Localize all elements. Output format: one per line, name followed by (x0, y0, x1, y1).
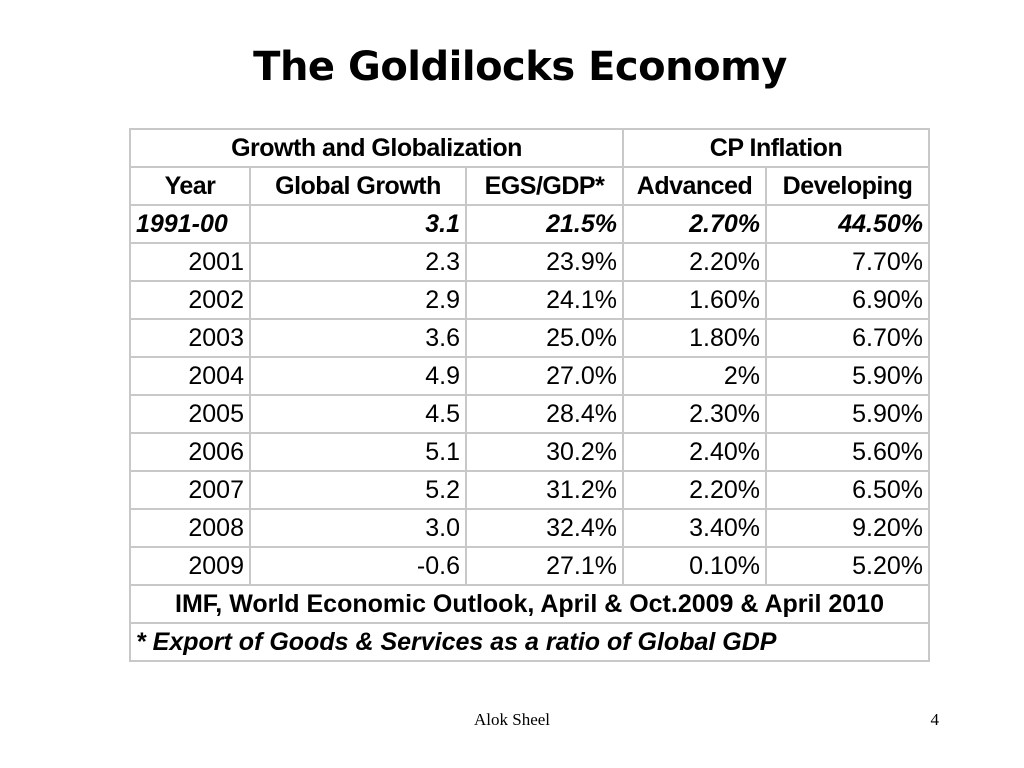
cell-advanced-inflation: 2.70% (622, 204, 768, 244)
cell-egs-gdp: 25.0% (464, 318, 625, 358)
cell-egs-gdp: 27.1% (464, 546, 625, 586)
period-average-row: 1991-00 3.1 21.5% 2.70% 44.50% (129, 204, 931, 244)
cell-global-growth: 4.5 (249, 394, 467, 434)
table-row: 2004 4.9 27.0% 2% 5.90% (129, 356, 931, 396)
cell-egs-gdp: 31.2% (464, 470, 625, 510)
cell-year: 1991-00 (129, 204, 251, 244)
table-row: 2006 5.1 30.2% 2.40% 5.60% (129, 432, 931, 472)
page-number: 4 (930, 710, 940, 729)
column-header-year: Year (129, 166, 251, 206)
table-row: 2009 -0.6 27.1% 0.10% 5.20% (129, 546, 931, 586)
cell-egs-gdp: 32.4% (464, 508, 625, 548)
cell-developing-inflation: 44.50% (765, 204, 931, 244)
table-row: 2008 3.0 32.4% 3.40% 9.20% (129, 508, 931, 548)
cell-developing-inflation: 6.90% (765, 280, 931, 320)
cell-developing-inflation: 5.90% (765, 394, 931, 434)
cell-egs-gdp: 23.9% (464, 242, 625, 282)
cell-developing-inflation: 5.20% (765, 546, 931, 586)
cell-global-growth: 3.0 (249, 508, 467, 548)
cell-advanced-inflation: 1.80% (622, 318, 768, 358)
cell-egs-gdp: 27.0% (464, 356, 625, 396)
cell-global-growth: 5.2 (249, 470, 467, 510)
group-header-row: Growth and Globalization CP Inflation (128, 128, 931, 168)
cell-developing-inflation: 7.70% (765, 242, 931, 282)
cell-global-growth: 3.6 (249, 318, 467, 358)
cell-year: 2005 (129, 394, 251, 434)
source-row: IMF, World Economic Outlook, April & Oct… (128, 584, 931, 624)
cell-global-growth: 2.3 (249, 242, 467, 282)
table-row: 2005 4.5 28.4% 2.30% 5.90% (129, 394, 931, 434)
cell-advanced-inflation: 2% (622, 356, 768, 396)
cell-global-growth: 3.1 (249, 204, 467, 244)
table-row: 2003 3.6 25.0% 1.80% 6.70% (129, 318, 931, 358)
cell-developing-inflation: 5.60% (765, 432, 931, 472)
cell-advanced-inflation: 2.20% (622, 242, 768, 282)
cell-year: 2008 (129, 508, 251, 548)
cell-year: 2004 (129, 356, 251, 396)
column-header-global-growth: Global Growth (249, 166, 467, 206)
footer-author: Alok Sheel (473, 710, 551, 729)
cell-global-growth: 2.9 (249, 280, 467, 320)
cell-global-growth: 4.9 (249, 356, 467, 396)
column-header-row: Year Global Growth EGS/GDP* Advanced Dev… (129, 166, 931, 206)
cell-egs-gdp: 28.4% (464, 394, 625, 434)
cell-year: 2007 (129, 470, 251, 510)
cell-global-growth: 5.1 (249, 432, 467, 472)
cell-egs-gdp: 21.5% (464, 204, 625, 244)
column-header-advanced: Advanced (622, 166, 768, 206)
table-row: 2007 5.2 31.2% 2.20% 6.50% (129, 470, 931, 510)
cell-global-growth: -0.6 (249, 546, 467, 586)
cell-developing-inflation: 6.70% (765, 318, 931, 358)
cell-advanced-inflation: 3.40% (622, 508, 768, 548)
cell-developing-inflation: 5.90% (765, 356, 931, 396)
column-header-egs-gdp: EGS/GDP* (464, 166, 625, 206)
growth-inflation-table: Growth and Globalization CP Inflation Ye… (128, 128, 931, 662)
slide-title: The Goldilocks Economy (253, 44, 787, 90)
cp-inflation-header: CP Inflation (622, 128, 931, 168)
cell-year: 2003 (129, 318, 251, 358)
cell-advanced-inflation: 2.20% (622, 470, 768, 510)
cell-developing-inflation: 6.50% (765, 470, 931, 510)
cell-advanced-inflation: 0.10% (622, 546, 768, 586)
cell-advanced-inflation: 2.30% (622, 394, 768, 434)
column-header-developing: Developing (765, 166, 931, 206)
table-row: 2002 2.9 24.1% 1.60% 6.90% (129, 280, 931, 320)
table-row: 2001 2.3 23.9% 2.20% 7.70% (129, 242, 931, 282)
cell-egs-gdp: 30.2% (464, 432, 625, 472)
cell-year: 2009 (129, 546, 251, 586)
footnote-row: * Export of Goods & Services as a ratio … (128, 622, 931, 662)
growth-globalization-header: Growth and Globalization (128, 128, 625, 168)
cell-developing-inflation: 9.20% (765, 508, 931, 548)
source-citation: IMF, World Economic Outlook, April & Oct… (128, 584, 931, 624)
cell-egs-gdp: 24.1% (464, 280, 625, 320)
cell-year: 2001 (129, 242, 251, 282)
cell-year: 2006 (129, 432, 251, 472)
cell-advanced-inflation: 1.60% (622, 280, 768, 320)
cell-year: 2002 (129, 280, 251, 320)
footnote: * Export of Goods & Services as a ratio … (128, 622, 931, 662)
cell-advanced-inflation: 2.40% (622, 432, 768, 472)
